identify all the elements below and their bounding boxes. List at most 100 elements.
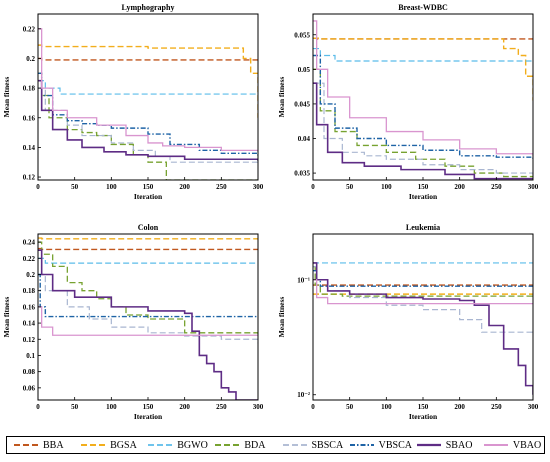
lymphography-xtick-label: 300 — [253, 183, 264, 191]
chart-colon: Colon 0 50 100 150 200 250 300 0.06 0.08 0.1 0.12 0.… — [2, 223, 264, 421]
colon-xlabel: Iteration — [134, 412, 163, 421]
lymphography-ytick-label: 0.14 — [23, 144, 36, 152]
breast-wdbc-xtick-label: 50 — [346, 183, 354, 191]
lymphography-series-bgsa — [38, 44, 258, 118]
legend-swatch-bba — [14, 444, 38, 446]
leukemia-series-sbao — [313, 262, 533, 395]
lymphography-ytick-label: 0.16 — [23, 114, 36, 122]
lymphography-ytick-label: 0.12 — [23, 174, 36, 182]
leukemia-plot-frame — [312, 233, 534, 401]
lymphography-ytick-label: 0.18 — [23, 85, 36, 93]
chart-breast-wdbc: Breast-WDBC 0 50 100 150 200 250 300 0.035 0.04 0.… — [277, 3, 539, 201]
colon-series-bgsa — [38, 237, 258, 240]
breast-wdbc-xtick-label: 100 — [381, 183, 392, 191]
colon-xtick-label: 0 — [36, 403, 40, 411]
breast-wdbc-series-group — [313, 20, 533, 180]
chart-leukemia: Leukemia 0 50 100 150 200 250 300 10⁻² 10⁻¹ Iterat… — [277, 223, 539, 421]
colon-xtick-label: 50 — [71, 403, 79, 411]
lymphography-series-sbao — [38, 79, 258, 161]
colon-ytick-label: 0.22 — [23, 255, 36, 263]
lymphography-series-group — [38, 28, 258, 180]
legend-item-sbao: SBAO — [416, 437, 473, 453]
breast-wdbc-ytick-label: 0.045 — [294, 100, 310, 108]
lymphography-xtick-label: 200 — [179, 183, 190, 191]
lymphography-xtick-label: 150 — [143, 183, 154, 191]
lymphography-title: Lymphography — [122, 3, 175, 12]
lymphography-series-sbsca — [38, 87, 258, 164]
legend-item-bba: BBA — [13, 437, 64, 453]
colon-ytick-label: 0.16 — [23, 303, 36, 311]
legend-swatch-vbsca — [349, 444, 374, 446]
breast-wdbc-xlabel: Iteration — [409, 192, 438, 201]
legend-label-bba: BBA — [43, 439, 64, 451]
legend-swatch-sbao — [416, 443, 441, 447]
lymphography-xlabel: Iteration — [134, 192, 163, 201]
leukemia-xtick-label: 200 — [454, 403, 465, 411]
legend-label-vbsca: VBSCA — [378, 439, 412, 451]
colon-ylabel: Mean fitness — [2, 297, 11, 338]
leukemia-series-bda — [313, 266, 533, 297]
legend-item-sbsca: SBSCA — [282, 437, 344, 453]
breast-wdbc-ytick-label: 0.05 — [298, 66, 311, 74]
colon-series-sbao — [38, 249, 258, 400]
lymphography-series-vbsca — [38, 72, 258, 157]
breast-wdbc-xtick-label: 300 — [528, 183, 539, 191]
colon-ytick-label: 0.08 — [23, 368, 36, 376]
colon-ytick-label: 0.18 — [23, 287, 36, 295]
legend-label-bgsa: BGSA — [110, 439, 137, 451]
legend-label-sbao: SBAO — [445, 439, 473, 451]
breast-wdbc-ytick-label: 0.04 — [298, 135, 311, 143]
leukemia-xtick-label: 0 — [311, 403, 315, 411]
breast-wdbc-ylabel: Mean fitness — [277, 77, 286, 118]
legend-item-bgwo: BGWO — [147, 437, 208, 453]
lymphography-xtick-label: 100 — [106, 183, 117, 191]
colon-xtick-label: 100 — [106, 403, 117, 411]
legend-label-bda: BDA — [244, 439, 266, 451]
lymphography-series-bgwo — [38, 80, 258, 95]
leukemia-xtick-label: 150 — [418, 403, 429, 411]
lymphography-series-bda — [38, 72, 258, 180]
colon-ytick-label: 0.2 — [26, 271, 35, 279]
colon-xtick-label: 250 — [216, 403, 227, 411]
leukemia-xtick-label: 50 — [346, 403, 354, 411]
legend-swatch-vbao — [483, 444, 508, 446]
legend-label-sbsca: SBSCA — [311, 439, 344, 451]
breast-wdbc-series-bgwo — [313, 47, 533, 62]
lymphography-ytick-label: 0.22 — [23, 25, 36, 33]
colon-series-group — [38, 237, 258, 400]
legend-swatch-sbsca — [282, 444, 307, 446]
breast-wdbc-series-sbao — [313, 82, 533, 180]
colon-series-vbao — [38, 306, 258, 336]
breast-wdbc-series-bgsa — [313, 37, 533, 101]
legend-item-bda: BDA — [214, 437, 266, 453]
colon-series-bgwo — [38, 257, 258, 264]
breast-wdbc-ytick-label: 0.055 — [294, 31, 310, 39]
legend-label-bgwo: BGWO — [177, 439, 208, 451]
colon-xtick-label: 150 — [143, 403, 154, 411]
leukemia-series-vbsca — [313, 269, 533, 287]
lymphography-ytick-label: 0.2 — [26, 55, 35, 63]
legend: BBA BGSA BGWO BDA SBSCA VBSCA SBAO VBAO — [6, 436, 545, 454]
colon-xtick-label: 300 — [253, 403, 264, 411]
colon-xtick-label: 200 — [179, 403, 190, 411]
breast-wdbc-series-vbsca — [313, 54, 533, 160]
breast-wdbc-xtick-label: 0 — [311, 183, 315, 191]
leukemia-ytick-label: 10⁻² — [297, 391, 310, 399]
lymphography-ylabel: Mean fitness — [2, 77, 11, 118]
legend-item-bgsa: BGSA — [80, 437, 137, 453]
breast-wdbc-series-vbao — [313, 20, 533, 156]
leukemia-series-sbsca — [313, 266, 533, 334]
breast-wdbc-xtick-label: 250 — [491, 183, 502, 191]
lymphography-xtick-label: 250 — [216, 183, 227, 191]
colon-ytick-label: 0.24 — [23, 239, 36, 247]
colon-ytick-label: 0.12 — [23, 336, 36, 344]
breast-wdbc-series-sbsca — [313, 82, 533, 176]
breast-wdbc-series-bda — [313, 68, 533, 178]
lymphography-xtick-label: 50 — [71, 183, 79, 191]
legend-item-vbao: VBAO — [483, 437, 541, 453]
colon-ytick-label: 0.06 — [23, 384, 36, 392]
leukemia-xtick-label: 300 — [528, 403, 539, 411]
leukemia-xtick-label: 100 — [381, 403, 392, 411]
legend-swatch-bgsa — [81, 444, 106, 446]
legend-label-vbao: VBAO — [512, 439, 542, 451]
